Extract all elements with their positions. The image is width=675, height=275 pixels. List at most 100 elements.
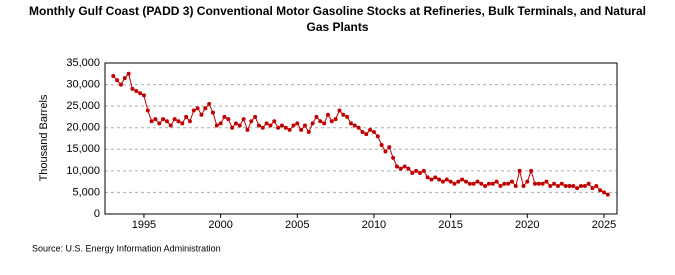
data-point [130,86,135,91]
data-point [594,183,599,188]
y-axis-label: Thousand Barrels [38,94,50,181]
data-point [268,123,273,128]
data-point [509,179,514,184]
data-point [368,127,373,132]
data-point [532,181,537,186]
data-point [333,117,338,122]
data-point [475,179,480,184]
data-point [226,117,231,122]
data-point [582,183,587,188]
data-point [291,123,296,128]
y-tick-label: 35,000 [66,57,100,69]
data-point [575,186,580,191]
data-point [437,177,442,182]
data-point [157,121,162,126]
data-point [230,125,235,130]
data-point [590,186,595,191]
data-point [249,119,254,124]
data-point [325,112,330,117]
data-point [233,121,238,126]
data-point [176,119,181,124]
data-point [260,125,265,130]
data-point [536,181,541,186]
x-tick-label: 2000 [208,219,232,231]
data-point [341,112,346,117]
data-point [456,179,461,184]
data-point [414,168,419,173]
data-point [299,127,304,132]
data-point [563,183,568,188]
data-point [371,130,376,135]
y-tick-label: 15,000 [66,143,100,155]
data-point [421,168,426,173]
data-point [452,181,457,186]
data-point [241,117,246,122]
data-point [191,108,196,113]
data-point [141,93,146,98]
x-tick-label: 2015 [438,219,462,231]
data-point [245,127,250,132]
data-point [199,112,204,117]
chart-title: Monthly Gulf Coast (PADD 3) Conventional… [29,4,646,34]
data-point [180,121,185,126]
data-point [329,119,334,124]
data-point [571,183,576,188]
data-point [525,179,530,184]
data-point [295,121,300,126]
data-point [440,179,445,184]
data-point [145,108,150,113]
data-point [161,117,166,122]
data-point [302,123,307,128]
data-point [207,101,212,106]
data-point [256,123,261,128]
data-point [118,82,123,87]
data-point [387,145,392,150]
data-point [598,188,603,193]
data-point [601,190,606,195]
x-tick-label: 2020 [515,219,539,231]
data-point [345,114,350,119]
data-point [448,179,453,184]
data-point [586,181,591,186]
data-point [187,119,192,124]
data-point [460,177,465,182]
data-point [134,89,139,94]
data-point [417,171,422,176]
data-point [214,123,219,128]
data-point [149,119,154,124]
data-point [379,142,384,147]
data-point [502,181,507,186]
data-point [394,164,399,169]
data-point [210,110,215,115]
data-point [138,91,143,96]
data-point [218,121,223,126]
data-point [253,114,258,119]
data-point [360,130,365,135]
data-point [410,171,415,176]
data-point [126,71,131,76]
data-point [184,114,189,119]
source: Source: U.S. Energy Information Administ… [32,243,221,253]
data-point [172,117,177,122]
data-point [529,168,534,173]
data-point [517,168,522,173]
data-point [433,175,438,180]
data-point [471,181,476,186]
data-point [237,123,242,128]
data-point [164,119,169,124]
data-point [506,181,511,186]
data-point [115,78,120,83]
data-point [494,179,499,184]
data-point [168,123,173,128]
plot-border [104,62,618,215]
data-point [513,183,518,188]
data-point [203,106,208,111]
data-point [222,114,227,119]
data-point [463,179,468,184]
y-tick-label: 0 [94,208,100,220]
data-point [310,121,315,126]
data-point [111,73,116,78]
data-point [279,123,284,128]
